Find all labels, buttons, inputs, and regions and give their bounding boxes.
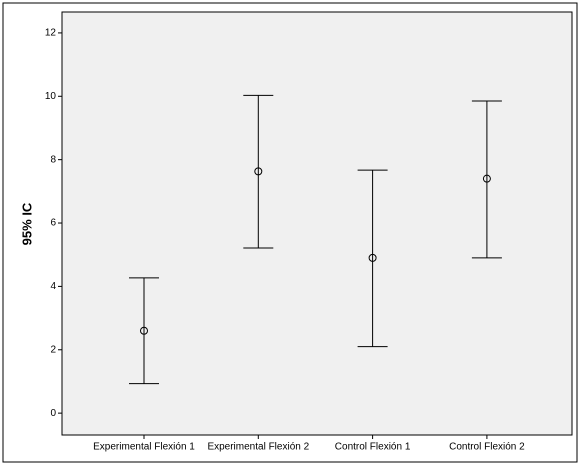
- y-tick-label: 10: [45, 91, 57, 102]
- y-tick-label: 8: [50, 154, 56, 165]
- y-tick-label: 12: [45, 28, 57, 39]
- x-tick-label: Experimental Flexión 2: [207, 442, 309, 453]
- mean-point: [140, 326, 148, 335]
- x-tick-label: Experimental Flexión 1: [93, 442, 195, 453]
- mean-point: [368, 253, 377, 262]
- y-tick-label: 2: [50, 344, 56, 355]
- y-tick-label: 4: [50, 281, 56, 292]
- y-axis-label: 95% IC: [19, 202, 34, 245]
- y-tick-label: 6: [50, 218, 56, 229]
- mean-point: [482, 174, 491, 183]
- plot-area: [61, 11, 573, 436]
- x-tick-label: Control Flexión 2: [449, 442, 525, 453]
- y-tick-label: 0: [50, 408, 56, 419]
- x-tick-label: Control Flexión 1: [335, 442, 411, 453]
- mean-point: [254, 167, 263, 176]
